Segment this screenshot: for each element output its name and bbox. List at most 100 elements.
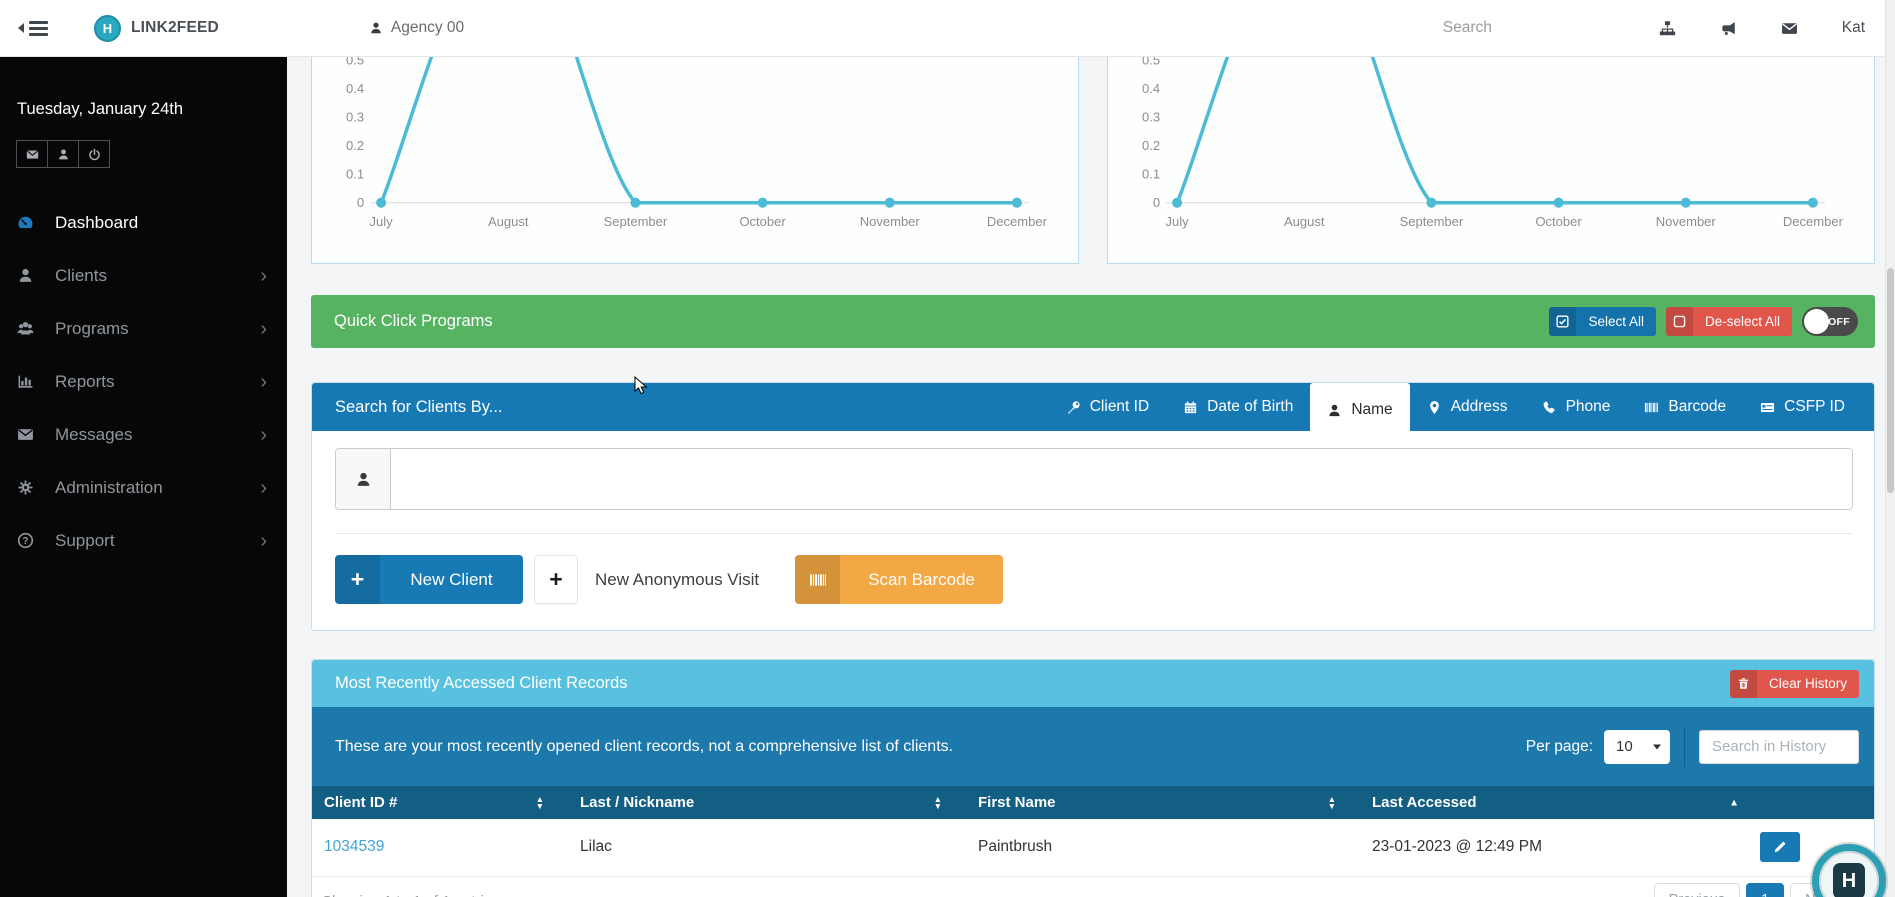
deselect-all-button[interactable]: De-select All bbox=[1665, 307, 1792, 336]
first-name-cell: Paintbrush bbox=[966, 819, 1360, 877]
empty-square-icon bbox=[1665, 307, 1693, 336]
history-search-input[interactable] bbox=[1699, 729, 1859, 764]
plus-icon: + bbox=[335, 555, 380, 604]
scrollbar[interactable] bbox=[1885, 0, 1895, 897]
name-search-group bbox=[335, 448, 1853, 510]
pagination-previous-button[interactable]: Previous bbox=[1653, 882, 1741, 897]
sidebar-item-label: Support bbox=[55, 530, 115, 550]
chevron-right-icon: › bbox=[260, 476, 267, 499]
map-marker-icon bbox=[1427, 400, 1442, 415]
tab-barcode[interactable]: Barcode bbox=[1627, 383, 1743, 431]
sidebar-item-support[interactable]: ? Support › bbox=[0, 514, 287, 567]
sidebar-power-quick-button[interactable] bbox=[78, 140, 110, 168]
chevron-right-icon: › bbox=[260, 370, 267, 393]
tab-phone[interactable]: Phone bbox=[1525, 383, 1628, 431]
link2feed-logo-icon: H bbox=[94, 14, 121, 42]
envelope-icon bbox=[17, 426, 41, 443]
sidebar-item-label: Dashboard bbox=[55, 212, 139, 232]
charts-row: 0 0.1 0.2 0.3 0.4 0.5 July August September Octob… bbox=[311, 57, 1875, 264]
scrollbar-thumb[interactable] bbox=[1887, 268, 1894, 493]
sidebar-item-programs[interactable]: Programs › bbox=[0, 302, 287, 355]
tab-date-of-birth[interactable]: Date of Birth bbox=[1166, 383, 1310, 431]
global-search-input[interactable] bbox=[1442, 19, 1603, 37]
svg-text:November: November bbox=[1656, 214, 1717, 229]
sort-ascending-icon: ▲ bbox=[1729, 797, 1739, 808]
sidebar-collapse-button[interactable] bbox=[18, 20, 48, 36]
svg-text:December: December bbox=[1783, 214, 1844, 229]
announcements-bullhorn-icon[interactable] bbox=[1720, 20, 1737, 37]
new-client-button[interactable]: + New Client bbox=[335, 555, 523, 604]
tab-csfp-id[interactable]: CSFP ID bbox=[1743, 383, 1862, 431]
sidebar-item-reports[interactable]: Reports › bbox=[0, 355, 287, 408]
users-icon bbox=[17, 320, 41, 337]
gears-icon bbox=[17, 479, 41, 496]
tab-label: Client ID bbox=[1089, 398, 1150, 415]
sidebar-item-dashboard[interactable]: Dashboard bbox=[0, 196, 287, 249]
client-name-search-input[interactable] bbox=[391, 449, 1852, 509]
quick-click-title: Quick Click Programs bbox=[334, 312, 493, 330]
user-icon bbox=[336, 449, 391, 509]
toggle-knob bbox=[1804, 309, 1829, 334]
sidebar-item-administration[interactable]: Administration › bbox=[0, 461, 287, 514]
sitemap-icon[interactable] bbox=[1659, 20, 1676, 37]
edit-client-button[interactable] bbox=[1760, 832, 1800, 863]
client-id-link[interactable]: 1034539 bbox=[324, 838, 385, 856]
sidebar-envelope-quick-button[interactable] bbox=[16, 140, 48, 168]
pagination-page-1-button[interactable]: 1 bbox=[1746, 882, 1785, 897]
quick-click-toggle[interactable]: OFF bbox=[1802, 307, 1858, 336]
sort-both-icon: ▲ ▼ bbox=[933, 793, 942, 811]
column-header-last-nickname[interactable]: Last / Nickname ▲ ▼ bbox=[568, 786, 966, 819]
user-icon bbox=[17, 267, 41, 284]
check-square-icon bbox=[1549, 307, 1577, 336]
showing-entries-text: Showing 1 to 1 of 1 entries bbox=[322, 893, 500, 897]
gauge-icon bbox=[17, 214, 41, 231]
navbar-icons bbox=[1659, 20, 1798, 37]
svg-text:August: August bbox=[488, 214, 529, 229]
sidebar-item-clients[interactable]: Clients › bbox=[0, 249, 287, 302]
client-actions-row: + New Client + New Anonymous Visit Scan … bbox=[335, 555, 1853, 604]
hamburger-icon bbox=[29, 20, 48, 36]
user-icon bbox=[1327, 403, 1342, 418]
barcode-icon bbox=[795, 555, 841, 604]
agency-menu[interactable]: Agency 00 bbox=[369, 19, 464, 37]
column-label: First Name bbox=[978, 794, 1056, 811]
column-header-last-accessed[interactable]: Last Accessed ▲ bbox=[1360, 786, 1874, 819]
column-header-client-id[interactable]: Client ID # ▲ ▼ bbox=[312, 786, 568, 819]
visits-chart-panel-left: 0 0.1 0.2 0.3 0.4 0.5 July August September Octob… bbox=[311, 57, 1079, 264]
phone-icon bbox=[1542, 400, 1557, 415]
brand-name: LINK2FEED bbox=[131, 19, 219, 36]
client-search-panel: Search for Clients By... Client ID Date o… bbox=[311, 382, 1875, 631]
user-icon bbox=[369, 21, 383, 35]
sidebar-item-messages[interactable]: Messages › bbox=[0, 408, 287, 461]
new-anonymous-visit-button[interactable]: + New Anonymous Visit bbox=[534, 555, 759, 604]
per-page-select[interactable]: 10 bbox=[1604, 729, 1670, 764]
quick-click-programs-bar: Quick Click Programs Select All De-selec… bbox=[311, 295, 1875, 348]
tab-name[interactable]: Name bbox=[1310, 383, 1410, 437]
column-header-first-name[interactable]: First Name ▲ ▼ bbox=[966, 786, 1360, 819]
tab-client-id[interactable]: Client ID bbox=[1049, 383, 1166, 431]
caret-left-icon bbox=[18, 23, 24, 33]
sort-both-icon: ▲ ▼ bbox=[1327, 793, 1336, 811]
tab-address[interactable]: Address bbox=[1410, 383, 1525, 431]
chevron-right-icon: › bbox=[260, 264, 267, 287]
chevron-right-icon: › bbox=[260, 317, 267, 340]
client-search-body: + New Client + New Anonymous Visit Scan … bbox=[312, 431, 1874, 630]
scan-barcode-button[interactable]: Scan Barcode bbox=[795, 555, 1004, 604]
plus-icon: + bbox=[534, 555, 578, 604]
brand-link[interactable]: H LINK2FEED bbox=[94, 14, 219, 42]
last-accessed-value: 23-01-2023 @ 12:49 PM bbox=[1372, 838, 1542, 856]
mouse-cursor bbox=[634, 376, 648, 395]
sidebar-user-quick-button[interactable] bbox=[47, 140, 79, 168]
table-footer: Showing 1 to 1 of 1 entries Previous 1 N… bbox=[312, 876, 1874, 897]
tab-label: Address bbox=[1450, 398, 1508, 415]
svg-text:November: November bbox=[860, 214, 921, 229]
select-all-button[interactable]: Select All bbox=[1549, 307, 1656, 336]
clear-history-button[interactable]: Clear History bbox=[1729, 669, 1859, 698]
svg-text:0.3: 0.3 bbox=[346, 110, 364, 125]
svg-text:0.2: 0.2 bbox=[1142, 138, 1160, 153]
link2feed-floating-logo[interactable]: H bbox=[1812, 844, 1886, 897]
messages-envelope-icon[interactable] bbox=[1781, 20, 1798, 37]
svg-text:July: July bbox=[1166, 214, 1190, 229]
user-menu[interactable]: Kat bbox=[1841, 19, 1865, 36]
